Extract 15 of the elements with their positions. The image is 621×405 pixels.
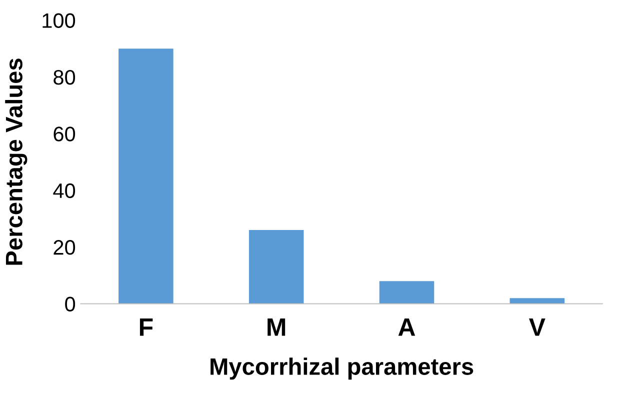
x-tick-label: V	[529, 318, 546, 336]
y-tick-label: 60	[54, 126, 76, 142]
bar	[379, 281, 434, 304]
x-axis-title: Mycorrhizal parameters	[210, 358, 474, 380]
y-tick-label: 80	[54, 70, 76, 85]
y-tick-label: 0	[65, 296, 76, 312]
y-tick-label: 20	[54, 240, 76, 255]
x-tick-label: F	[140, 318, 153, 336]
y-tick-label: 40	[53, 183, 76, 198]
x-tick-label: M	[268, 318, 286, 336]
bar	[118, 48, 174, 304]
x-tick-label: A	[398, 318, 416, 336]
bar	[248, 230, 304, 304]
y-axis-title: Percentage Values	[5, 58, 28, 265]
y-tick-label: 100	[42, 13, 76, 28]
